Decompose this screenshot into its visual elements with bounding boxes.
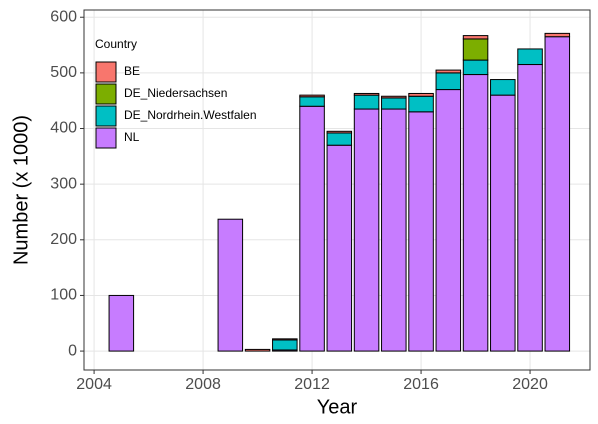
bar-segment [353, 92, 380, 96]
x-tick-label: 2004 [76, 376, 112, 393]
x-tick-label: 2020 [512, 376, 548, 393]
bar-segment [435, 72, 462, 91]
bar-segment [517, 64, 543, 352]
bar-segment [544, 32, 571, 38]
y-tick-label: 200 [50, 231, 77, 248]
bar-segment [353, 94, 380, 110]
bar-segment [272, 339, 298, 351]
bar-segment [326, 132, 353, 146]
bar-segment [517, 48, 543, 66]
bar-segment [462, 59, 489, 76]
bar-segment [244, 348, 271, 352]
bar-segment [408, 111, 434, 352]
x-tick-label: 2012 [294, 376, 330, 393]
bar-segment [408, 95, 434, 113]
y-tick-label: 0 [68, 342, 77, 359]
x-tick-label: 2008 [185, 376, 221, 393]
bar-segment [381, 108, 407, 352]
bar-segment [108, 294, 135, 352]
bar-segment [435, 69, 462, 74]
bar-segment [462, 38, 489, 61]
bar-segment [381, 97, 407, 110]
bar-segment [408, 92, 434, 97]
bars [108, 32, 571, 352]
bar-segment [381, 95, 407, 99]
bar-segment [299, 94, 325, 98]
bar-segment [490, 94, 516, 352]
panel-border [83, 9, 591, 371]
legend-swatch [95, 83, 117, 105]
y-tick-label: 300 [50, 175, 77, 192]
bar-segment [299, 105, 325, 352]
bar-segment [435, 89, 462, 352]
y-axis-title: Number (x 1000) [10, 115, 32, 265]
bar-segment [544, 36, 571, 352]
bar-segment [272, 338, 298, 341]
legend-title: Country [95, 37, 137, 51]
bar-segment [462, 74, 489, 352]
legend-label: BE [124, 64, 140, 78]
legend-swatch [95, 105, 117, 127]
x-tick-label: 2016 [403, 376, 439, 393]
legend-label: DE_Niedersachsen [124, 86, 227, 100]
y-tick-label: 500 [50, 64, 77, 81]
legend: Country BE DE_Niedersachsen DE_Nordrhein.W… [95, 37, 257, 149]
legend-label: NL [124, 130, 140, 144]
legend-swatch [95, 127, 117, 149]
x-axis-title: Year [317, 396, 358, 418]
bar-segment [490, 79, 516, 96]
y-tick-label: 600 [50, 8, 77, 25]
y-tick-label: 400 [50, 120, 77, 137]
legend-label: DE_Nordrhein.Westfalen [124, 108, 257, 122]
y-tick-label: 100 [50, 287, 77, 304]
bar-segment [326, 144, 353, 352]
bar-segment [299, 96, 325, 107]
bar-segment [326, 130, 353, 134]
legend-swatch [95, 61, 117, 83]
bar-segment [217, 218, 244, 352]
bar-segment [353, 108, 380, 352]
bar-segment [462, 35, 489, 40]
